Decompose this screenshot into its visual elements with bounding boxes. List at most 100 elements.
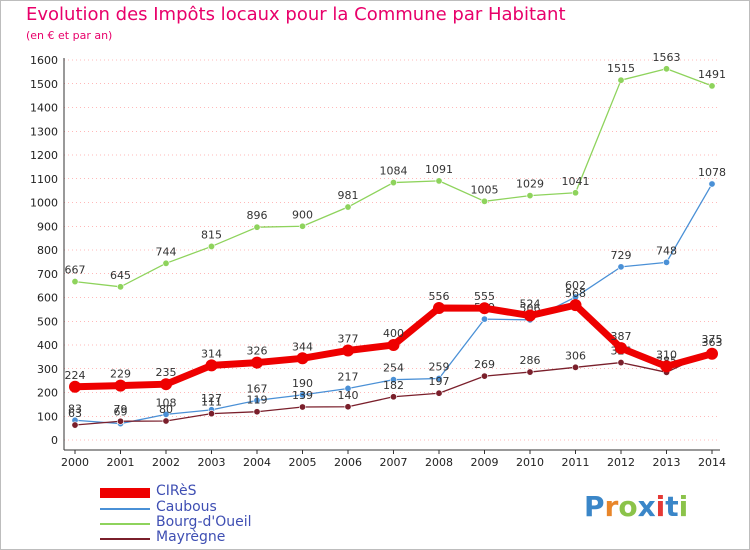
y-tick-label: 1600 xyxy=(30,54,58,67)
data-label-caubous: 259 xyxy=(429,360,450,373)
data-point-cir-s xyxy=(433,301,445,314)
data-point-bourg-d-oueil xyxy=(480,197,488,205)
y-tick-label: 200 xyxy=(37,387,58,400)
data-point-caubous xyxy=(298,391,306,399)
data-point-cir-s xyxy=(251,356,263,369)
legend-label-cires: CIRèS xyxy=(156,483,197,499)
y-tick-label: 700 xyxy=(37,268,58,281)
data-label-mayr-gne: 139 xyxy=(292,389,313,402)
data-label-cir-s: 363 xyxy=(702,336,723,349)
data-point-cir-s xyxy=(114,379,127,392)
x-tick-label: 2001 xyxy=(107,456,135,469)
data-label-cir-s: 555 xyxy=(474,290,495,303)
data-label-cir-s: 387 xyxy=(611,330,632,343)
data-label-bourg-d-oueil: 744 xyxy=(156,245,177,258)
proxiti-logo: Proxiti xyxy=(584,490,689,523)
data-label-cir-s: 344 xyxy=(292,340,313,353)
data-point-mayr-gne xyxy=(208,410,216,418)
data-point-cir-s xyxy=(615,342,627,355)
data-label-mayr-gne: 119 xyxy=(247,394,268,407)
y-tick-label: 1100 xyxy=(30,173,58,186)
data-label-caubous: 602 xyxy=(565,279,586,292)
y-tick-label: 400 xyxy=(37,339,58,352)
data-point-caubous xyxy=(435,374,443,382)
data-point-mayr-gne xyxy=(162,417,170,425)
y-tick-label: 1200 xyxy=(30,149,58,162)
data-point-bourg-d-oueil xyxy=(162,259,170,267)
data-label-mayr-gne: 79 xyxy=(114,403,128,416)
data-label-caubous: 748 xyxy=(656,244,677,257)
data-point-bourg-d-oueil xyxy=(298,222,306,230)
data-point-cir-s xyxy=(478,302,491,315)
y-tick-label: 600 xyxy=(37,292,58,305)
x-tick-label: 2004 xyxy=(243,456,271,469)
data-point-bourg-d-oueil xyxy=(208,242,216,250)
data-point-cir-s xyxy=(706,347,718,360)
x-tick-label: 2006 xyxy=(334,456,362,469)
data-point-caubous xyxy=(344,384,352,392)
data-point-cir-s xyxy=(342,344,354,357)
y-tick-label: 1500 xyxy=(30,78,58,91)
data-point-bourg-d-oueil xyxy=(344,203,352,211)
data-label-cir-s: 524 xyxy=(520,298,541,311)
data-point-mayr-gne xyxy=(617,359,625,367)
data-point-caubous xyxy=(708,180,716,188)
data-label-bourg-d-oueil: 981 xyxy=(338,189,359,202)
data-label-cir-s: 235 xyxy=(156,366,177,379)
data-point-mayr-gne xyxy=(526,368,534,376)
data-point-mayr-gne xyxy=(571,363,579,371)
data-label-bourg-d-oueil: 1084 xyxy=(380,165,408,178)
data-point-bourg-d-oueil xyxy=(117,283,125,291)
data-point-cir-s xyxy=(569,299,582,312)
y-tick-label: 800 xyxy=(37,244,58,257)
data-label-caubous: 1078 xyxy=(698,166,726,179)
data-point-mayr-gne xyxy=(435,389,443,397)
data-point-bourg-d-oueil xyxy=(389,179,397,187)
y-tick-label: 100 xyxy=(37,410,58,423)
data-label-mayr-gne: 182 xyxy=(383,379,404,392)
data-point-mayr-gne xyxy=(117,417,125,425)
legend-swatch-caubous xyxy=(100,508,150,510)
data-label-cir-s: 229 xyxy=(110,368,131,381)
data-point-mayr-gne xyxy=(298,403,306,411)
legend-swatch-cires xyxy=(100,488,150,498)
y-tick-label: 500 xyxy=(37,315,58,328)
data-label-bourg-d-oueil: 815 xyxy=(201,228,222,241)
data-point-mayr-gne xyxy=(253,408,261,416)
data-label-caubous: 108 xyxy=(156,396,177,409)
data-label-bourg-d-oueil: 667 xyxy=(65,264,86,277)
x-tick-label: 2000 xyxy=(61,456,89,469)
y-tick-label: 900 xyxy=(37,220,58,233)
data-label-caubous: 83 xyxy=(68,402,82,415)
data-point-cir-s xyxy=(160,378,172,391)
data-point-caubous xyxy=(662,258,670,266)
data-label-cir-s: 568 xyxy=(565,287,586,300)
chart-subtitle: (en € et par an) xyxy=(26,29,113,42)
data-point-cir-s xyxy=(205,359,218,372)
y-tick-label: 1400 xyxy=(30,102,58,115)
data-label-caubous: 167 xyxy=(247,382,268,395)
data-point-cir-s xyxy=(524,309,536,322)
data-label-mayr-gne: 63 xyxy=(68,407,82,420)
y-tick-label: 1300 xyxy=(30,125,58,138)
data-label-bourg-d-oueil: 1005 xyxy=(471,183,499,196)
legend-item-bourg-d-oueil: Bourg-d'Oueil xyxy=(100,514,300,532)
data-label-caubous: 217 xyxy=(338,370,359,383)
data-point-bourg-d-oueil xyxy=(526,192,534,200)
data-label-caubous: 190 xyxy=(292,377,313,390)
data-label-cir-s: 377 xyxy=(338,332,359,345)
data-label-cir-s: 224 xyxy=(65,369,86,382)
y-tick-label: 1000 xyxy=(30,197,58,210)
legend-swatch-mayregne xyxy=(100,538,150,540)
data-label-bourg-d-oueil: 900 xyxy=(292,208,313,221)
data-label-cir-s: 314 xyxy=(201,347,222,360)
data-label-mayr-gne: 111 xyxy=(201,396,222,409)
x-tick-label: 2008 xyxy=(425,456,453,469)
data-label-bourg-d-oueil: 1041 xyxy=(562,175,590,188)
legend-item-mayregne: Mayrègne xyxy=(100,529,300,547)
x-tick-label: 2013 xyxy=(653,456,681,469)
x-tick-label: 2009 xyxy=(471,456,499,469)
data-point-cir-s xyxy=(296,352,309,365)
data-point-caubous xyxy=(480,315,488,323)
